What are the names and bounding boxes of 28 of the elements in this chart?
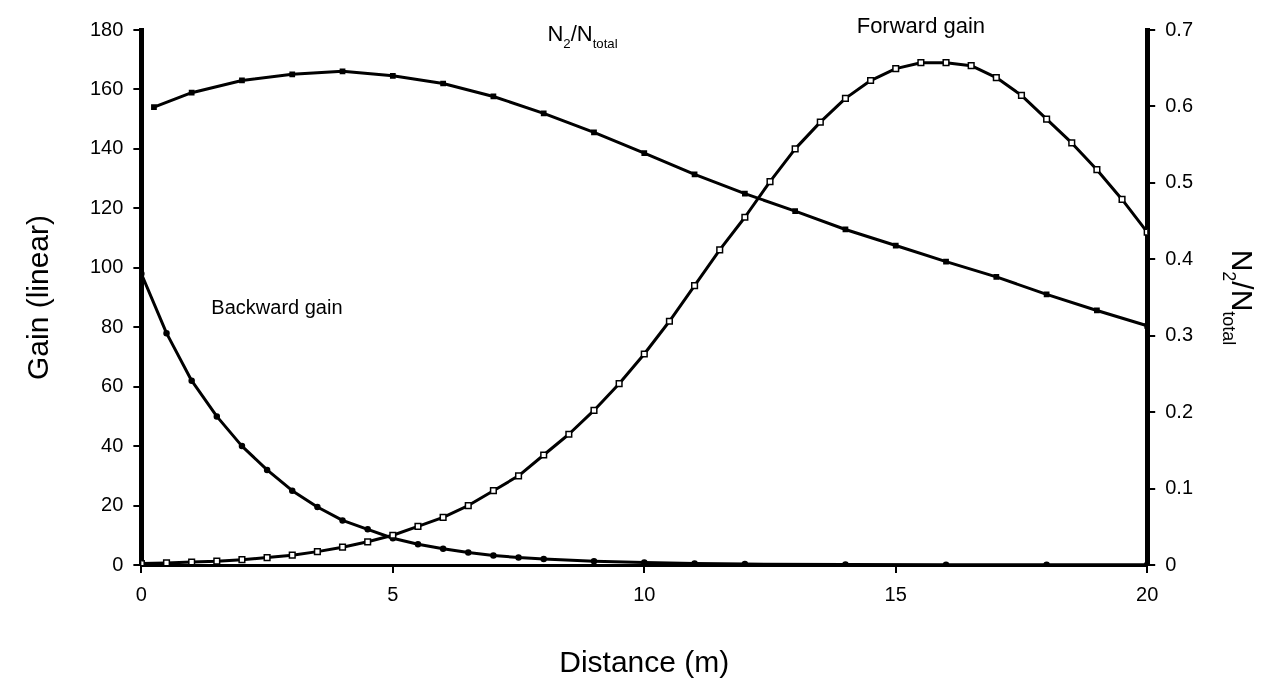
y-tick-label: 160 (89, 76, 124, 99)
y2-tick-label: 0.6 (1165, 93, 1194, 116)
y2-axis-title: N2/Ntotal (1219, 249, 1259, 346)
y-tick-label: 180 (89, 17, 124, 40)
y2-tick-label: 0.5 (1165, 170, 1194, 193)
y-tick-label: 100 (89, 255, 124, 278)
x-tick-label: 20 (1136, 582, 1159, 605)
x-axis-title: Distance (m) (559, 645, 730, 678)
y-tick-label: 40 (101, 433, 124, 456)
y-tick-label: 80 (101, 314, 124, 337)
y2-tick-label: 0.3 (1165, 323, 1194, 346)
y-tick-label: 140 (89, 136, 124, 159)
y-tick-label: 60 (101, 374, 124, 397)
y2-tick-label: 0.4 (1165, 246, 1194, 269)
x-tick-label: 5 (387, 582, 399, 605)
y-axis-title: Gain (linear) (21, 214, 54, 381)
series-label: Forward gain (856, 12, 986, 38)
y2-tick-label: 0.7 (1165, 17, 1194, 40)
y2-tick-label: 0.1 (1165, 476, 1194, 499)
y2-tick-label: 0 (1165, 552, 1177, 575)
x-tick-label: 10 (633, 582, 656, 605)
y-tick-label: 120 (89, 195, 124, 218)
y-tick-label: 20 (101, 493, 124, 516)
y2-tick-label: 0.2 (1165, 399, 1194, 422)
y-tick-label: 0 (112, 552, 124, 575)
x-tick-label: 0 (135, 582, 147, 605)
x-tick-label: 15 (884, 582, 907, 605)
text: Backward gain (211, 295, 343, 318)
